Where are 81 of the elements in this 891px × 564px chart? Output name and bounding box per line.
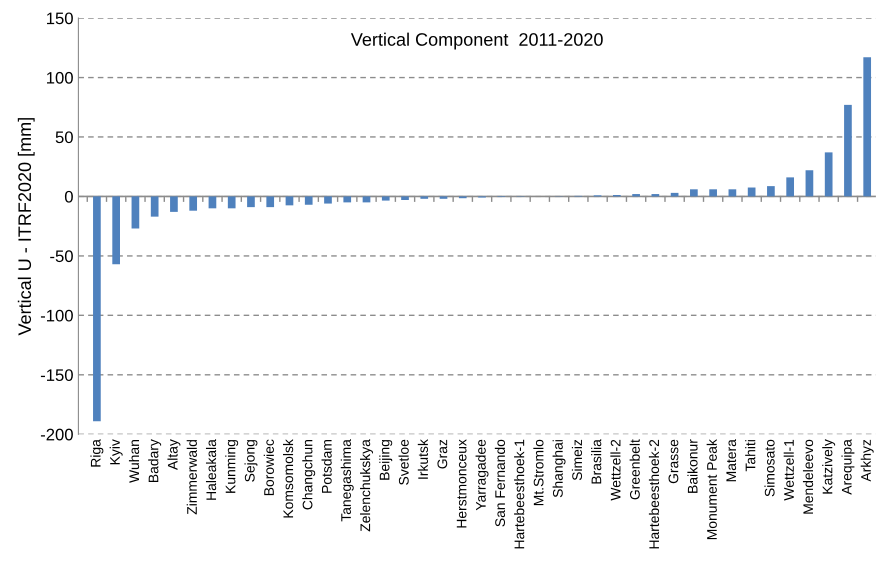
bar <box>748 188 756 196</box>
x-tick-label: Kunming <box>225 440 238 493</box>
bar <box>767 186 775 196</box>
y-tick-label: -150 <box>40 369 73 382</box>
x-tick-label: Tahiti <box>745 440 756 472</box>
x-tick-label: Zelenchukskya <box>360 439 373 532</box>
x-tick-label: Shanghai <box>552 440 566 498</box>
y-tick-label: 150 <box>47 12 73 24</box>
x-tick-label: Svetloe <box>398 440 409 485</box>
bar <box>266 196 274 208</box>
bar <box>420 196 428 199</box>
bar <box>208 196 216 208</box>
y-tick-label: -200 <box>40 428 73 440</box>
text: Vertical Component 2011-2020 <box>350 32 603 50</box>
y-tick-label: -100 <box>40 310 73 322</box>
x-tick-label: Graz <box>437 440 448 469</box>
x-tick-label: Komsomolsk <box>282 439 294 518</box>
x-tick-label: Irkutsk <box>418 439 428 479</box>
y-tick-label: 100 <box>47 72 73 84</box>
bar <box>112 196 120 264</box>
x-tick-label: San Fernando <box>494 440 506 527</box>
bar <box>170 196 178 212</box>
bar <box>670 192 678 196</box>
x-tick-label: Wuhan <box>128 440 140 483</box>
x-tick-label: Wettzell-1 <box>784 440 794 501</box>
x-tick-label: Matera <box>726 439 736 482</box>
x-tick-label: Kyiv <box>110 439 123 464</box>
x-tick-label: Katzively <box>822 439 836 494</box>
x-tick-label: Mt.Stromlo <box>533 440 544 506</box>
x-tick-label: Altay <box>167 439 180 470</box>
x-tick-label: Greenbelt <box>630 439 640 500</box>
bar <box>440 196 448 199</box>
x-tick-label: Arequipa <box>841 439 854 495</box>
x-tick-label: Badary <box>148 439 162 482</box>
x-tick-label: Monument Peak <box>706 439 717 540</box>
bar <box>304 196 313 205</box>
x-tick-label: Hartebeesthoek-2 <box>648 440 660 548</box>
x-tick-label: Arkhyz <box>860 440 874 482</box>
x-tick-label: Sejong <box>244 440 258 482</box>
x-tick-label: Riga <box>90 439 104 467</box>
x-tick-label: Grasse <box>668 440 678 484</box>
bar <box>324 196 332 204</box>
bar <box>728 189 736 196</box>
bar <box>247 196 255 208</box>
y-tick-label: 0 <box>64 190 73 203</box>
x-tick-label: Changchun <box>302 440 316 510</box>
x-tick-label: Haleakala <box>206 439 216 500</box>
y-axis-title: Vertical U - ITRF2020 [mm] <box>18 118 35 336</box>
bar <box>93 196 101 422</box>
bar <box>844 104 852 196</box>
x-tick-label: Beijing <box>379 440 392 480</box>
bar <box>343 196 352 202</box>
bar <box>824 152 833 196</box>
y-tick-label: -50 <box>50 250 73 262</box>
bar <box>362 196 370 202</box>
bar <box>286 196 294 206</box>
x-tick-label: Hartebeesthoek-1 <box>514 440 524 548</box>
x-tick-label: Simosato <box>764 440 775 496</box>
bar <box>709 189 717 196</box>
y-tick-label: 50 <box>56 131 73 144</box>
bar <box>382 196 390 201</box>
bar <box>401 196 409 200</box>
x-tick-label: Potsdam <box>322 440 332 493</box>
x-tick-label: Baikonur <box>687 439 698 493</box>
bar <box>189 196 198 211</box>
x-tick-label: Tanegashima <box>340 439 354 522</box>
x-tick-label: Borowiec <box>264 440 274 496</box>
x-tick-label: Wettzell-2 <box>610 440 621 501</box>
bar <box>132 196 140 229</box>
x-tick-label: Yarragadee <box>476 440 489 510</box>
bar <box>150 196 159 217</box>
x-tick-label: Simeiz <box>572 440 582 480</box>
bar <box>786 177 794 196</box>
bar <box>690 189 698 196</box>
bar <box>806 170 814 196</box>
x-tick-label: Herstmonceux <box>456 439 467 528</box>
x-tick-label: Zimmerwald <box>186 440 197 514</box>
x-tick-label: Brasilia <box>591 439 602 484</box>
x-tick-label: Mendeleevo <box>802 440 814 514</box>
bar <box>863 57 872 196</box>
bar <box>228 196 236 208</box>
